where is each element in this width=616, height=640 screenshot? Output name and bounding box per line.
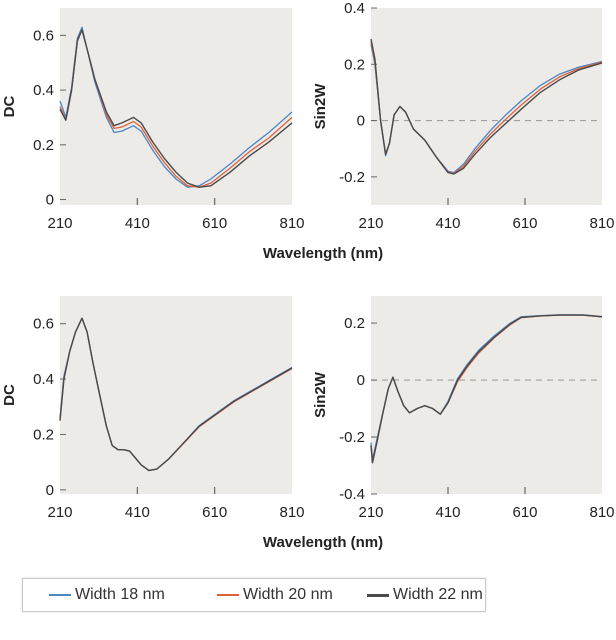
x-tick-label: 410 bbox=[125, 215, 150, 232]
panel-2: 0 0.2 0.4 0.6 210 410 610 810 DC Wavelength (nm) bbox=[1, 296, 383, 551]
y-tick-label: -0.2 bbox=[339, 169, 365, 186]
series-line-width-22-nm bbox=[370, 314, 603, 464]
x-tick-label: 410 bbox=[125, 504, 150, 521]
series-line-width-22-nm bbox=[59, 317, 293, 472]
y-axis-label: DC bbox=[1, 96, 18, 118]
x-tick-label: 610 bbox=[512, 215, 537, 232]
y-axis-label: Sin2W bbox=[312, 83, 329, 130]
series-line-width-22-nm bbox=[370, 38, 603, 175]
panel-0: 0 0.2 0.4 0.6 210 410 610 810 DC Wavelength (nm) bbox=[1, 8, 383, 262]
x-tick-label: 210 bbox=[47, 504, 72, 521]
x-tick-label: 210 bbox=[358, 504, 383, 521]
legend-item-width-20: Width 20 nm bbox=[217, 586, 333, 604]
legend-label: Width 22 nm bbox=[393, 586, 483, 603]
x-tick-label: 210 bbox=[47, 215, 72, 232]
y-tick-label: 0.4 bbox=[33, 82, 54, 99]
x-tick-label: 810 bbox=[589, 215, 614, 232]
panel-3: -0.4 -0.2 0 0.2 210 410 610 810 Sin2W bbox=[312, 296, 615, 521]
y-tick-label: -0.2 bbox=[339, 429, 365, 446]
y-axis-label: Sin2W bbox=[312, 371, 329, 418]
legend-swatch-red bbox=[217, 594, 239, 596]
y-tick-label: 0.2 bbox=[344, 315, 365, 332]
legend-item-width-18: Width 18 nm bbox=[49, 586, 165, 604]
figure: 0 0.2 0.4 0.6 210 410 610 810 DC Wavelength (nm) -… bbox=[1, 0, 615, 551]
x-tick-label: 610 bbox=[202, 504, 227, 521]
legend-label: Width 20 nm bbox=[243, 586, 333, 603]
x-axis-label: Wavelength (nm) bbox=[263, 534, 383, 551]
y-tick-label: 0 bbox=[46, 192, 54, 209]
legend-swatch-blue bbox=[49, 594, 71, 596]
x-tick-label: 610 bbox=[512, 504, 537, 521]
y-tick-label: 0.4 bbox=[33, 371, 54, 388]
legend: Width 18 nm Width 20 nm Width 22 nm bbox=[22, 578, 486, 612]
x-tick-label: 610 bbox=[202, 215, 227, 232]
y-tick-label: 0 bbox=[357, 372, 365, 389]
x-tick-label: 810 bbox=[279, 215, 304, 232]
plot-area bbox=[371, 296, 602, 494]
y-tick-label: 0 bbox=[357, 113, 365, 130]
series-line-width-22-nm bbox=[59, 29, 293, 188]
legend-swatch-dark bbox=[367, 593, 389, 597]
x-tick-label: 410 bbox=[435, 504, 460, 521]
x-tick-label: 810 bbox=[589, 504, 614, 521]
y-tick-label: 0.6 bbox=[33, 316, 54, 333]
x-axis-label: Wavelength (nm) bbox=[263, 245, 383, 262]
panel-1: -0.2 0 0.2 0.4 210 410 610 810 Sin2W bbox=[312, 0, 615, 232]
series-line-width-18-nm bbox=[59, 26, 293, 188]
plot-area bbox=[371, 8, 602, 205]
plot-area bbox=[60, 296, 292, 494]
y-tick-label: 0.2 bbox=[33, 426, 54, 443]
y-tick-label: 0 bbox=[46, 482, 54, 499]
y-tick-label: 0.4 bbox=[344, 0, 365, 17]
y-tick-label: -0.4 bbox=[339, 486, 365, 503]
x-tick-label: 210 bbox=[358, 215, 383, 232]
x-tick-label: 810 bbox=[279, 504, 304, 521]
x-tick-label: 410 bbox=[435, 215, 460, 232]
legend-label: Width 18 nm bbox=[75, 586, 165, 603]
legend-item-width-22: Width 22 nm bbox=[367, 586, 483, 604]
y-axis-label: DC bbox=[1, 384, 18, 406]
y-tick-label: 0.6 bbox=[33, 27, 54, 44]
y-tick-label: 0.2 bbox=[344, 56, 365, 73]
y-tick-label: 0.2 bbox=[33, 137, 54, 154]
